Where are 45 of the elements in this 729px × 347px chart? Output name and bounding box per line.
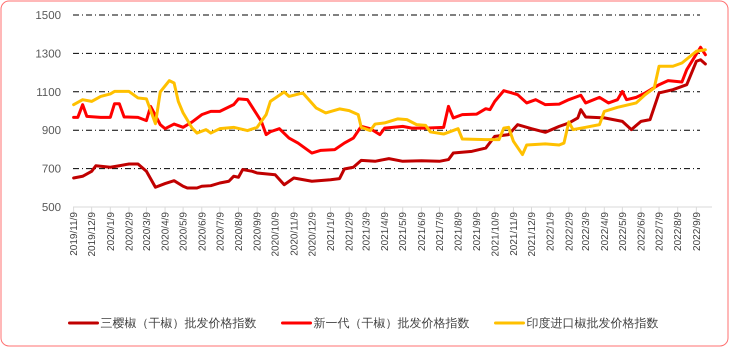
x-tick-label: 2019/12/9 — [87, 212, 98, 256]
x-tick-label: 2021/10/9 — [490, 212, 502, 256]
legend-label: 印度进口椒批发价格指数 — [526, 316, 658, 330]
y-tick-label: 1300 — [35, 48, 61, 60]
x-tick-label: 2022/4/9 — [600, 212, 611, 251]
x-tick-label: 2020/7/9 — [215, 212, 226, 251]
legend-label: 新一代（干椒）批发价格指数 — [314, 316, 470, 330]
x-tick-label: 2020/2/9 — [124, 212, 136, 251]
x-tick-label: 2020/5/9 — [178, 212, 190, 251]
line-series — [72, 58, 707, 190]
x-tick-label: 2020/12/9 — [307, 212, 318, 256]
x-tick-label: 2022/5/9 — [618, 212, 629, 251]
y-tick-label: 900 — [42, 125, 61, 138]
x-tick-label: 2021/9/9 — [472, 212, 484, 251]
x-tick-label: 2020/9/9 — [252, 212, 264, 251]
x-tick-label: 2022/2/9 — [564, 212, 576, 251]
x-tick-label: 2019/11/9 — [69, 212, 80, 256]
x-tick-label: 2020/8/9 — [234, 212, 245, 251]
x-tick-label: 2021/6/9 — [416, 212, 428, 251]
x-tick-label: 2020/6/9 — [197, 212, 208, 251]
x-tick-label: 2021/5/9 — [398, 212, 410, 251]
x-tick-label: 2022/6/9 — [636, 212, 648, 251]
x-tick-label: 2020/1/9 — [106, 212, 117, 251]
x-tick-label: 2022/3/9 — [581, 212, 592, 251]
x-tick-label: 2021/11/9 — [508, 212, 520, 256]
x-tick-label: 2021/4/9 — [380, 212, 392, 251]
legend-label: 三樱椒（干椒）批发价格指数 — [100, 316, 256, 330]
x-tick-label: 2020/10/9 — [270, 212, 282, 256]
x-tick-label: 2022/8/9 — [673, 212, 684, 251]
x-tick-label: 2021/7/9 — [434, 212, 446, 251]
x-tick-label: 2022/9/9 — [692, 212, 703, 251]
y-tick-label: 1100 — [36, 86, 61, 99]
y-tick-label: 500 — [42, 202, 61, 214]
x-tick-label: 2021/8/9 — [454, 212, 465, 251]
x-tick-label: 2021/12/9 — [526, 212, 538, 256]
x-tick-label: 2021/1/9 — [326, 212, 338, 251]
x-tick-label: 2021/2/9 — [344, 212, 356, 251]
x-tick-label: 2020/3/9 — [142, 212, 153, 251]
x-tick-label: 2020/4/9 — [160, 212, 172, 251]
x-tick-label: 2020/11/9 — [289, 212, 300, 256]
y-tick-label: 700 — [42, 164, 61, 176]
x-tick-label: 2021/3/9 — [362, 212, 373, 251]
y-tick-label: 1500 — [35, 10, 61, 22]
x-tick-label: 2022/1/9 — [546, 212, 557, 251]
x-tick-label: 2022/7/9 — [654, 212, 666, 251]
